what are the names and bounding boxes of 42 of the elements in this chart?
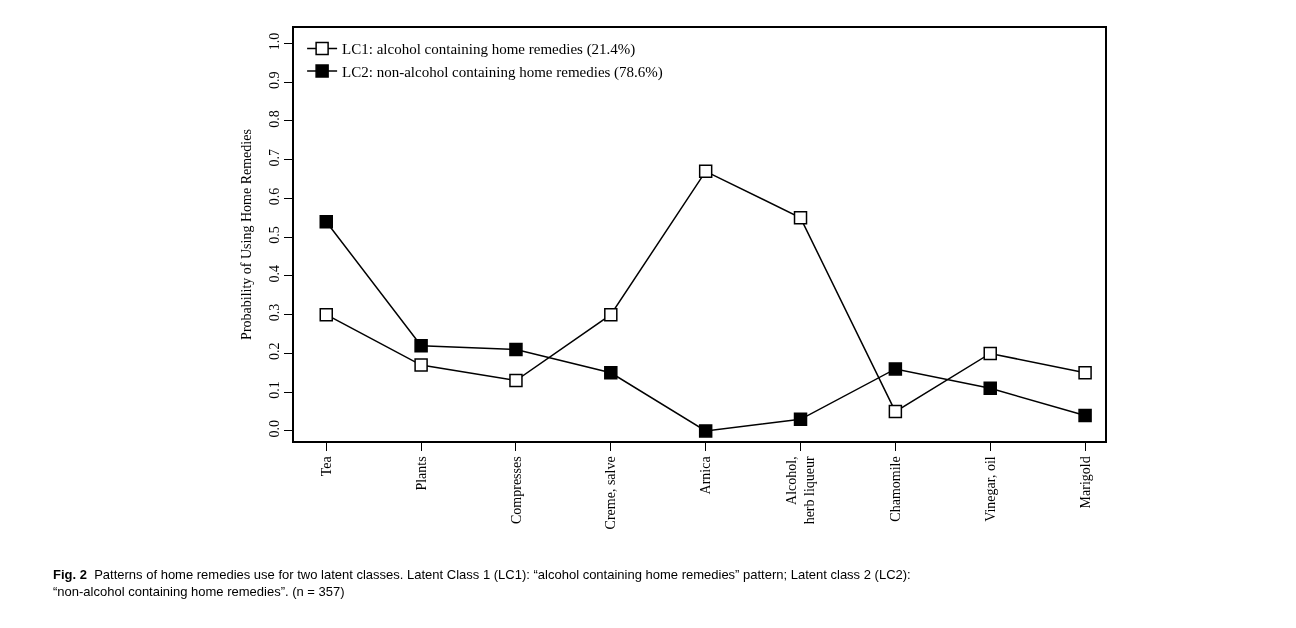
- y-tick-label: 0.5: [266, 226, 282, 244]
- point: [604, 366, 618, 380]
- point: [509, 373, 523, 388]
- point: [509, 342, 523, 357]
- y-tick-label: 0.4: [266, 265, 282, 283]
- point: [793, 412, 808, 427]
- x-tick-label: Vinegar, oil: [982, 456, 998, 522]
- y-tick-label: 0.9: [266, 71, 282, 89]
- y-tick-label: 0.3: [266, 303, 282, 322]
- point: [698, 164, 713, 179]
- point: [888, 362, 903, 376]
- y-tick-label: 0.8: [266, 110, 282, 128]
- x-tick-label: Marigold: [1077, 456, 1093, 509]
- x-tick-label: Compresses: [508, 456, 524, 525]
- point: [983, 346, 997, 361]
- point: [319, 214, 333, 229]
- y-tick-label: 0.2: [266, 342, 282, 361]
- x-tick-label: Creme, salve: [603, 456, 619, 530]
- y-tick-label: 0.0: [266, 420, 282, 438]
- x-tick-label: Alcohol, herb liqueur: [783, 456, 818, 525]
- point: [983, 381, 997, 396]
- x-tick-label: Plants: [413, 456, 429, 491]
- point: [604, 307, 618, 322]
- point: [319, 307, 333, 322]
- y-axis-title: Probability of Using Home Remedies: [238, 129, 254, 340]
- legend-label: LC1: alcohol containing home remedies (21.4%): [342, 41, 636, 59]
- y-tick-label: 0.1: [266, 381, 282, 399]
- point: [888, 404, 903, 419]
- point: [1078, 408, 1092, 423]
- legend-label: LC2: non-alcohol containing home remedies (78.6%): [342, 63, 663, 81]
- x-tick-label: Arnica: [698, 455, 714, 495]
- point: [414, 338, 428, 353]
- point: [698, 424, 713, 438]
- y-tick-label: 0.7: [266, 148, 282, 167]
- x-tick-label: Tea: [318, 455, 334, 477]
- caption: Fig. 2: [53, 567, 87, 582]
- point: [414, 358, 428, 372]
- x-tick-label: Chamomile: [887, 456, 903, 522]
- point: [1078, 366, 1092, 380]
- y-tick-label: 1.0: [266, 32, 282, 51]
- y-tick-label: 0.6: [266, 187, 282, 206]
- point: [793, 211, 808, 225]
